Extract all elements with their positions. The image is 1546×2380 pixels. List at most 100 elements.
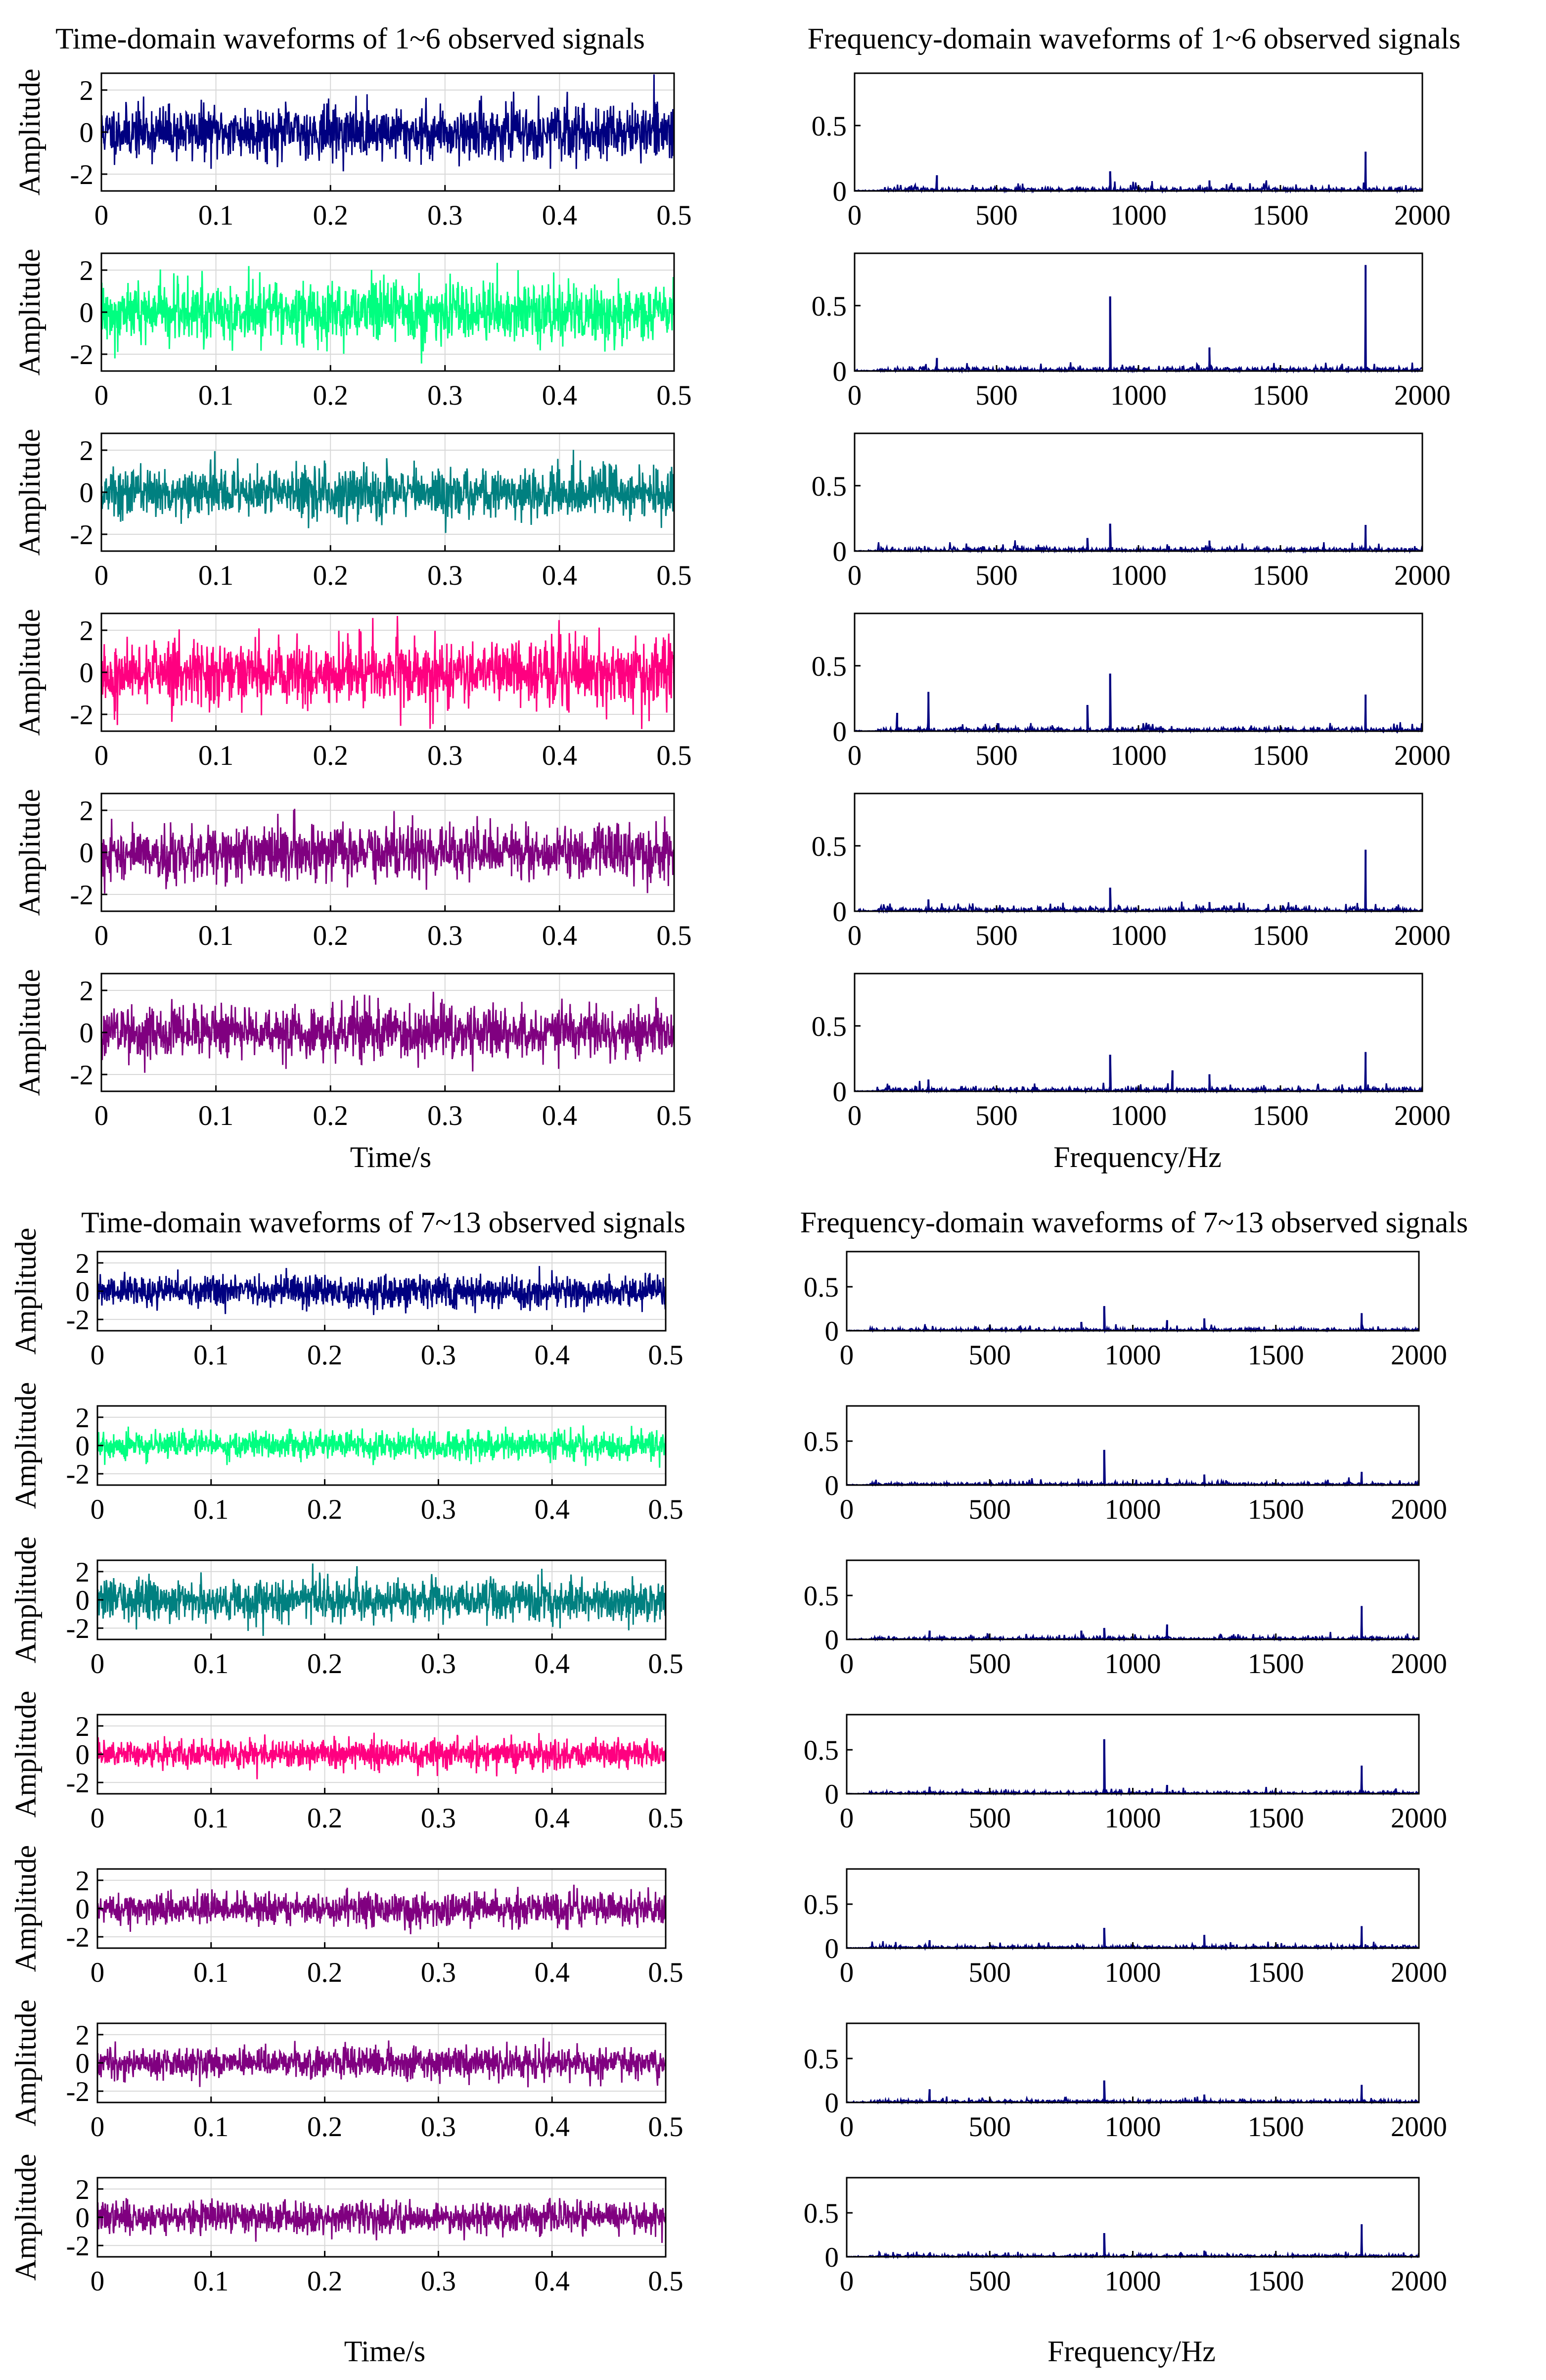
- x-tick-label: 0.2: [313, 1100, 348, 1131]
- x-tick-label: 0.4: [535, 1494, 570, 1525]
- x-tick-label: 0.4: [535, 2266, 570, 2297]
- y-tick-label: 2: [76, 2020, 90, 2051]
- x-tick-label: 0: [94, 1100, 109, 1131]
- y-tick-label: 2: [80, 795, 94, 827]
- x-tick-label: 1500: [1252, 380, 1309, 411]
- freq-title-1-6: Frequency-domain waveforms of 1~6 observ…: [808, 22, 1460, 55]
- x-tick-label: 1000: [1105, 1340, 1161, 1371]
- x-tick-label: 0.2: [313, 560, 348, 591]
- plot-area: [847, 2178, 1419, 2257]
- y-axis-label: Amplitude: [13, 249, 46, 376]
- y-tick-label: 2: [76, 1711, 90, 1742]
- x-tick-label: 1500: [1248, 1803, 1304, 1834]
- y-tick-label: -2: [66, 2231, 90, 2262]
- y-tick-label: -2: [66, 1922, 90, 1953]
- x-tick-label: 1000: [1110, 200, 1167, 231]
- plot-area: [847, 2023, 1419, 2102]
- x-tick-label: 2000: [1391, 1803, 1447, 1834]
- x-tick-label: 1500: [1248, 1340, 1304, 1371]
- x-tick-label: 0: [840, 1957, 854, 1988]
- plot-area: [855, 73, 1422, 191]
- y-axis-label: Amplitude: [9, 1228, 42, 1355]
- y-axis-label: Amplitude: [9, 1845, 42, 1972]
- y-tick-label: 0: [76, 1585, 90, 1616]
- freq-panel: 0 500 1000 1500 2000 0 0.5: [804, 1251, 1447, 1371]
- x-tick-label: 0.4: [535, 1957, 570, 1988]
- y-axis-label: Amplitude: [13, 789, 46, 916]
- y-tick-label: -2: [66, 1459, 90, 1490]
- x-tick-label: 500: [975, 1100, 1018, 1131]
- plot-area: [847, 1406, 1419, 1485]
- freq-title-7-13: Frequency-domain waveforms of 7~13 obser…: [800, 1206, 1468, 1239]
- x-tick-label: 0: [840, 1803, 854, 1834]
- freq-panels-1-6: 0 500 1000 1500 2000 0 0.5 0 500 1000 1500 2000 0 0.5…: [812, 72, 1451, 1131]
- plot-area: [847, 1869, 1419, 1948]
- y-tick-label: 0: [825, 2088, 839, 2119]
- x-tick-label: 0.5: [648, 1494, 683, 1525]
- y-tick-label: 0.5: [804, 1272, 839, 1303]
- x-tick-label: 2000: [1394, 560, 1451, 591]
- y-tick-label: 0: [825, 1779, 839, 1810]
- x-tick-label: 0.1: [193, 1957, 228, 1988]
- x-tick-label: 1000: [1105, 1648, 1161, 1680]
- y-tick-label: -2: [66, 1305, 90, 1336]
- x-tick-label: 0.5: [656, 740, 691, 771]
- plot-area: [855, 974, 1422, 1091]
- x-tick-label: 1500: [1248, 2111, 1304, 2143]
- x-tick-label: 0.3: [427, 740, 462, 771]
- freq-panels-7-13: 0 500 1000 1500 2000 0 0.5 0 500 1000 1500 2000 0 0.5…: [804, 1251, 1447, 2297]
- x-tick-label: 0.1: [193, 2111, 228, 2143]
- y-tick-label: 2: [80, 615, 94, 647]
- y-tick-label: 2: [80, 75, 94, 106]
- x-tick-label: 0: [91, 2111, 105, 2143]
- x-tick-label: 1000: [1110, 380, 1167, 411]
- x-tick-label: 1000: [1110, 920, 1167, 951]
- x-tick-label: 0.5: [656, 1100, 691, 1131]
- x-tick-label: 1500: [1248, 1648, 1304, 1680]
- plot-area: [847, 1715, 1419, 1794]
- x-tick-label: 0.3: [421, 1340, 456, 1371]
- y-axis-label: Amplitude: [9, 1537, 42, 1664]
- x-tick-label: 500: [969, 1494, 1011, 1525]
- y-axis-label: Amplitude: [9, 1691, 42, 1818]
- y-tick-label: 0: [833, 176, 847, 207]
- x-tick-label: 0.4: [542, 1100, 577, 1131]
- x-tick-label: 500: [969, 2111, 1011, 2143]
- x-tick-label: 0.2: [307, 1648, 342, 1680]
- x-tick-label: 1500: [1252, 740, 1309, 771]
- x-tick-label: 0.3: [427, 560, 462, 591]
- x-tick-label: 0: [848, 380, 862, 411]
- x-tick-label: 0.5: [656, 560, 691, 591]
- y-tick-label: 0: [825, 1933, 839, 1964]
- y-tick-label: 2: [76, 1866, 90, 1897]
- x-tick-label: 500: [975, 200, 1018, 231]
- x-tick-label: 1500: [1252, 920, 1309, 951]
- x-tick-label: 0.2: [307, 2111, 342, 2143]
- x-tick-label: 0.2: [313, 200, 348, 231]
- y-tick-label: 0: [76, 1739, 90, 1771]
- y-tick-label: 0.5: [812, 471, 847, 502]
- y-axis-label: Amplitude: [9, 2154, 42, 2281]
- plot-area: [855, 253, 1422, 371]
- x-tick-label: 0.5: [648, 1648, 683, 1680]
- x-tick-label: 500: [969, 1648, 1011, 1680]
- freq-panel: 0 500 1000 1500 2000 0 0.5: [812, 72, 1451, 231]
- x-tick-label: 1500: [1252, 1100, 1309, 1131]
- x-tick-label: 0.1: [198, 1100, 233, 1131]
- signal-line: [100, 616, 675, 729]
- y-tick-label: -2: [70, 700, 93, 731]
- y-tick-label: 0: [833, 1076, 847, 1108]
- signal-line: [96, 1563, 667, 1636]
- x-tick-label: 0: [848, 200, 862, 231]
- y-tick-label: 2: [76, 1402, 90, 1434]
- x-tick-label: 1000: [1110, 740, 1167, 771]
- plot-area: [855, 613, 1422, 731]
- time-title-7-13: Time-domain waveforms of 7~13 observed s…: [81, 1206, 685, 1239]
- y-tick-label: 0.5: [804, 2198, 839, 2229]
- x-tick-label: 0: [848, 920, 862, 951]
